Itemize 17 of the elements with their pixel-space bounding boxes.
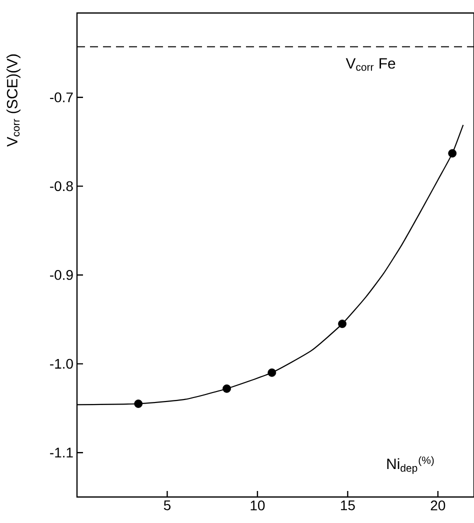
- y-tick-label: -1.0: [50, 358, 73, 369]
- x-tick-label: 20: [430, 500, 446, 510]
- point: [268, 368, 276, 377]
- y-tick-label: -1.1: [50, 448, 73, 458]
- x-tick-label: 5: [164, 500, 171, 510]
- y-tick-label: -0.9: [50, 270, 73, 280]
- point: [448, 149, 457, 158]
- x-tick-label: 10: [250, 500, 265, 510]
- point: [338, 320, 346, 328]
- y-axis-title: V$_{corr}$ (SCE)(V): [6, 54, 20, 147]
- x-tick-label: 15: [340, 500, 355, 510]
- ref-line-label: V$_{corr}$ Fe: [346, 58, 396, 71]
- y-tick-label: -0.7: [50, 92, 73, 102]
- x-axis-title: Ni$_{dep}$(%): [387, 456, 434, 474]
- point: [222, 384, 231, 393]
- point: [134, 400, 143, 408]
- y-tick-label: -0.8: [50, 181, 73, 192]
